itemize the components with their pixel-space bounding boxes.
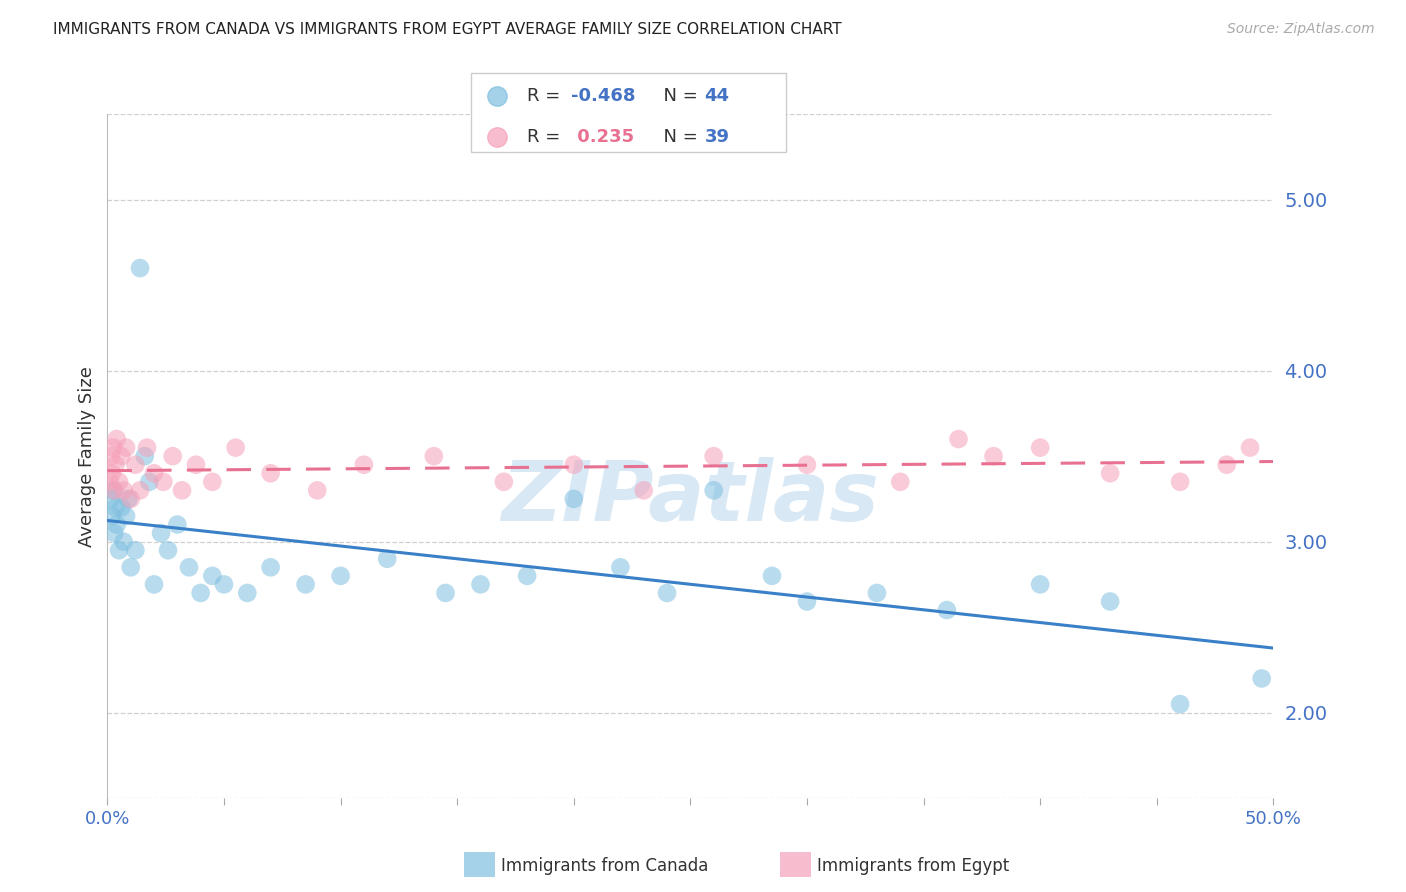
Point [136,441,159,455]
Point [103,483,125,498]
Text: 0.235: 0.235 [571,128,634,145]
Point [655,586,678,600]
Bar [471,73,786,152]
Point [152,475,174,489]
Point [105,432,128,446]
Text: N =: N = [652,128,703,145]
Point [796,594,818,608]
Point [609,560,631,574]
Point [143,577,166,591]
Point [166,517,188,532]
Point [492,475,515,489]
Point [117,491,139,506]
Point [259,560,281,574]
Point [935,603,957,617]
Point [1239,441,1261,455]
Point [703,449,725,463]
Point [143,467,166,481]
Y-axis label: Average Family Size: Average Family Size [79,366,96,547]
Point [761,569,783,583]
Point [703,483,725,498]
Text: IMMIGRANTS FROM CANADA VS IMMIGRANTS FROM EGYPT AVERAGE FAMILY SIZE CORRELATION : IMMIGRANTS FROM CANADA VS IMMIGRANTS FRO… [53,22,842,37]
Point [103,526,125,541]
Point [104,458,127,472]
Point [470,577,492,591]
Point [138,475,160,489]
Point [294,577,316,591]
Point [115,441,138,455]
Point [101,508,124,523]
Point [100,449,122,463]
Point [108,475,131,489]
Text: Source: ZipAtlas.com: Source: ZipAtlas.com [1227,22,1375,37]
Point [1168,697,1191,711]
Point [156,543,179,558]
Point [115,508,138,523]
Point [134,449,156,463]
Point [110,500,132,515]
Point [124,543,146,558]
Point [375,551,398,566]
Point [201,475,224,489]
Point [112,534,135,549]
Point [1099,467,1122,481]
Point [108,543,131,558]
Point [225,441,247,455]
Text: 39: 39 [704,128,730,145]
Point [104,500,127,515]
Point [184,458,207,472]
Text: 44: 44 [704,87,730,104]
Point [98,475,121,489]
Point [129,261,152,276]
Text: N =: N = [652,87,703,104]
Point [562,458,585,472]
Point [120,560,142,574]
Point [329,569,352,583]
Point [190,586,212,600]
Point [162,449,184,463]
Point [796,458,818,472]
Point [110,449,132,463]
Point [103,483,125,498]
Point [236,586,259,600]
Point [1168,475,1191,489]
Point [1215,458,1237,472]
Text: R =: R = [527,87,567,104]
Point [633,483,655,498]
Point [170,483,193,498]
Point [112,483,135,498]
Point [983,449,1005,463]
Text: Immigrants from Canada: Immigrants from Canada [501,857,707,875]
Point [129,483,152,498]
Point [105,517,128,532]
Point [516,569,538,583]
Point [100,491,122,506]
Point [948,432,970,446]
Point [1029,441,1052,455]
Point [124,458,146,472]
Point [1250,672,1272,686]
Point [1099,594,1122,608]
Text: -0.468: -0.468 [571,87,636,104]
Point [120,491,142,506]
Point [307,483,329,498]
Point [177,560,200,574]
Point [866,586,889,600]
Point [101,467,124,481]
Point [434,586,457,600]
Point [353,458,375,472]
Point [150,526,173,541]
Point [562,491,585,506]
Text: Immigrants from Egypt: Immigrants from Egypt [817,857,1010,875]
Point [423,449,446,463]
Point [889,475,911,489]
Point [201,569,224,583]
Point [1029,577,1052,591]
Text: ZIPatlas: ZIPatlas [502,457,879,538]
Text: R =: R = [527,128,567,145]
Point [212,577,235,591]
Point [259,467,281,481]
Point [103,441,125,455]
